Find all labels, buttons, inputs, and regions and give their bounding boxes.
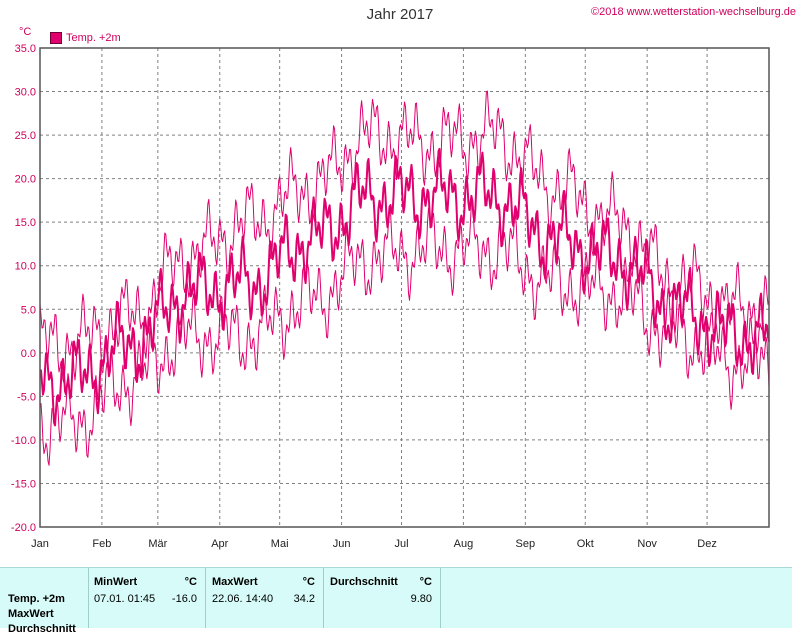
- avg-value: 9.80: [410, 593, 432, 605]
- stats-min-column: MinWert °C 07.01. 01:45 -16.0: [88, 568, 206, 628]
- x-tick-label: Feb: [92, 538, 111, 550]
- y-tick-label: 0.0: [21, 348, 36, 360]
- x-tick-label: Mär: [148, 538, 167, 550]
- chart-title: Jahr 2017: [366, 6, 434, 23]
- legend-swatch: [50, 32, 62, 44]
- y-tick-label: -10.0: [11, 435, 36, 447]
- x-tick-label: Dez: [697, 538, 717, 550]
- y-tick-label: 20.0: [15, 174, 36, 186]
- y-tick-label: 10.0: [15, 261, 36, 273]
- copyright-link[interactable]: ©2018 www.wetterstation-wechselburg.de: [591, 6, 796, 18]
- y-tick-label: 5.0: [21, 304, 36, 316]
- y-tick-label: 15.0: [15, 217, 36, 229]
- row-label-max: MaxWert: [8, 608, 54, 620]
- y-tick-label: -20.0: [11, 522, 36, 534]
- row-label-temp: Temp. +2m: [8, 593, 65, 605]
- temperature-chart: 35.0 30.0 25.0 20.0 15.0 10.0 5.0 0.0 -5.0 -10.0 -…: [11, 43, 770, 550]
- y-tick-label: -15.0: [11, 478, 36, 490]
- x-tick-label: Nov: [637, 538, 657, 550]
- x-tick-label: Jul: [394, 538, 408, 550]
- plot-frame: [39, 47, 770, 528]
- plot-area: [40, 48, 769, 527]
- min-value: -16.0: [171, 593, 197, 605]
- x-tick-label: Jan: [31, 538, 49, 550]
- x-tick-label: Apr: [211, 538, 228, 550]
- legend-label: Temp. +2m: [66, 32, 121, 44]
- avg-header: Durchschnitt: [330, 576, 398, 588]
- x-tick-label: Okt: [577, 538, 594, 550]
- stats-row-labels: Temp. +2m MaxWert Durchschnitt: [0, 568, 89, 635]
- max-unit: °C: [302, 576, 315, 588]
- max-header: MaxWert: [212, 576, 258, 588]
- x-tick-label: Mai: [271, 538, 289, 550]
- stats-avg-column: Durchschnitt °C 9.80: [324, 568, 441, 628]
- max-datetime: 22.06. 14:40: [212, 593, 274, 605]
- x-tick-label: Sep: [516, 538, 536, 550]
- min-unit: °C: [184, 576, 197, 588]
- stats-max-column: MaxWert °C 22.06. 14:40 34.2: [206, 568, 324, 628]
- min-datetime: 07.01. 01:45: [94, 593, 156, 605]
- series-line-mean: [39, 147, 770, 427]
- y-tick-label: 35.0: [15, 43, 36, 55]
- row-label-avg: Durchschnitt: [8, 623, 76, 635]
- series-line-min: [39, 200, 770, 466]
- y-tick-label: -5.0: [17, 391, 36, 403]
- max-value: 34.2: [293, 593, 315, 605]
- x-tick-label: Aug: [454, 538, 474, 550]
- y-tick-label: 25.0: [15, 130, 36, 142]
- y-unit-label: °C: [19, 26, 32, 38]
- legend: Temp. +2m: [50, 32, 121, 44]
- min-header: MinWert: [94, 576, 138, 588]
- x-tick-label: Jun: [333, 538, 351, 550]
- stats-panel: Temp. +2m MaxWert Durchschnitt MinWert °…: [0, 567, 792, 635]
- avg-unit: °C: [419, 576, 432, 588]
- y-tick-label: 30.0: [15, 87, 36, 99]
